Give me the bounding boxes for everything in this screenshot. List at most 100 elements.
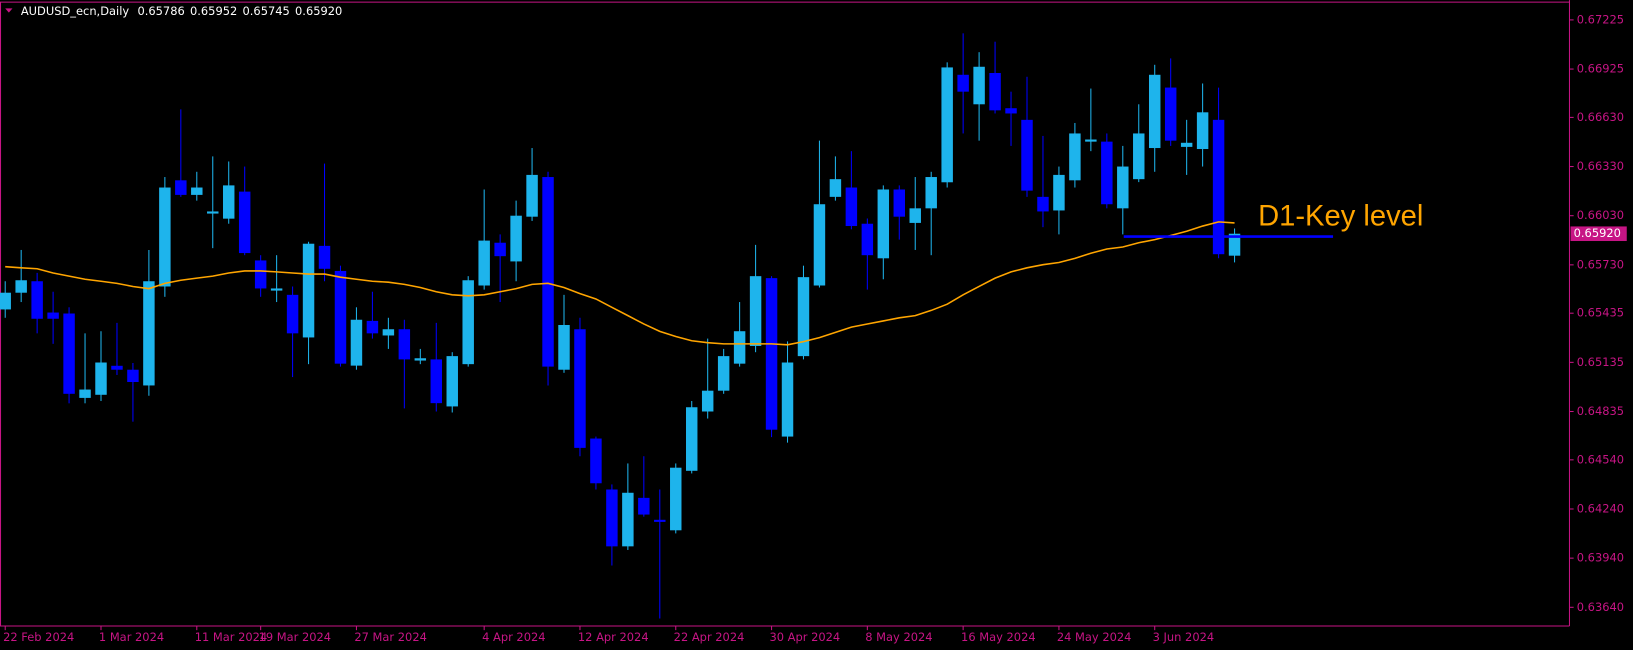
candle-body [877,189,890,259]
candle-body [989,72,1001,111]
candle-body [781,362,794,437]
candle-body [606,489,618,547]
x-tick-label: 8 May 2024 [865,630,932,644]
candle-body [1228,233,1241,256]
x-tick-label: 27 Mar 2024 [354,630,427,644]
candle-body [893,189,906,217]
candle-body [941,67,953,183]
candle-body [478,240,490,286]
candle-body [701,390,714,412]
candle-body [95,362,107,395]
candle-body [222,185,235,219]
candle-body [1101,141,1113,205]
candle-body [1196,112,1209,150]
candle-body [63,313,75,394]
candle-body [366,320,379,334]
candle-body [31,281,43,319]
candle-body [159,187,171,287]
key-level-label: D1-Key level [1258,200,1423,232]
candle-body [462,280,474,365]
candle-body [494,242,506,257]
x-tick-label: 22 Feb 2024 [3,630,74,644]
candle-body [318,245,331,269]
candle-body [254,260,267,289]
candle-body [1133,133,1145,180]
x-tick-label: 12 Apr 2024 [578,630,649,644]
y-tick-label: 0.64540 [1577,452,1624,466]
moving-average [5,221,1235,346]
candle-body [1212,119,1225,255]
candle-body [622,492,634,547]
x-tick-label: 4 Apr 2024 [482,630,545,644]
candle-body [1005,108,1017,114]
menu-triangle[interactable] [5,8,13,13]
candle-body [749,276,762,346]
y-tick-label: 0.65135 [1577,355,1624,369]
candle-body [111,365,123,370]
candle-body [590,438,602,484]
candle-body [909,208,921,223]
candle-body [829,179,842,197]
candle-body [925,177,937,209]
candle-body [334,270,347,364]
candle-body [207,211,219,214]
candle-body [670,467,682,531]
last-price-label: 0.65920 [1574,226,1621,240]
y-tick-label: 0.66030 [1577,208,1624,222]
candle-body [398,329,411,360]
candle-body [797,277,810,357]
candle-body [733,331,746,364]
x-tick-label: 24 May 2024 [1057,630,1132,644]
candle-body [973,66,985,105]
y-tick-label: 0.65435 [1577,306,1624,320]
candle-body [270,288,283,291]
y-tick-label: 0.63940 [1577,551,1624,565]
chart-title: AUDUSD_ecn,Daily [21,4,130,18]
candle-body [1037,196,1049,212]
x-tick-label: 1 Mar 2024 [99,630,164,644]
candle-body [685,407,698,471]
last-price-box [1570,226,1627,242]
candle-body [127,369,139,383]
candle-body [1180,142,1193,147]
x-tick-label: 19 Mar 2024 [259,630,332,644]
candle-body [558,324,570,370]
candle-body [1148,74,1161,149]
candle-body [813,204,826,286]
info-value: 0.65786 [137,4,184,18]
candle-body [1069,133,1081,181]
candle-body [717,356,730,391]
candle-body [510,215,522,262]
candle-body [414,358,427,361]
x-tick-label: 22 Apr 2024 [674,630,745,644]
candle-body [574,329,586,448]
y-tick-label: 0.66925 [1577,62,1624,76]
candle-body [845,187,858,227]
x-tick-label: 3 Jun 2024 [1153,630,1215,644]
candle-body [382,329,395,336]
candle-body [957,74,969,92]
candle-body [15,280,27,293]
candle-body [238,191,251,254]
info-value: 0.65745 [243,4,290,18]
x-tick-label: 30 Apr 2024 [769,630,840,644]
y-tick-label: 0.65730 [1577,257,1624,271]
candle-body [430,359,443,404]
y-tick-label: 0.67225 [1577,12,1624,26]
candle-body [1053,174,1065,211]
candle-body [1117,166,1129,209]
candle-body [302,243,315,338]
y-tick-label: 0.63640 [1577,600,1624,614]
candle-body [765,278,778,430]
candle-body [542,177,554,367]
candle-body [47,312,59,319]
candle-body [79,389,91,398]
candle-body [0,292,11,310]
candle-body [654,519,666,522]
y-tick-label: 0.64240 [1577,501,1624,515]
candle-body [638,497,650,515]
candle-body [1021,119,1033,191]
